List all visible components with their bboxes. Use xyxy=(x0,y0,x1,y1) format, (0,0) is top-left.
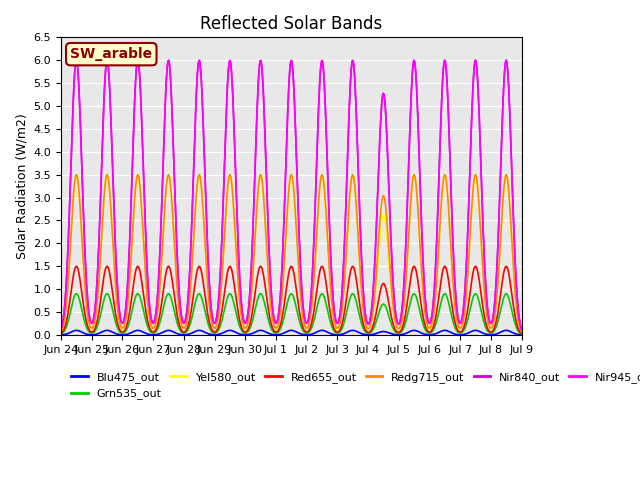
Redg715_out xyxy=(72,172,80,178)
Red655_out xyxy=(57,331,65,336)
Blu475_out xyxy=(348,328,355,334)
Redg715_out xyxy=(65,261,73,266)
Nir945_out xyxy=(57,326,65,332)
Line: Yel580_out: Yel580_out xyxy=(61,175,522,332)
Blu475_out xyxy=(65,330,73,336)
Title: Reflected Solar Bands: Reflected Solar Bands xyxy=(200,15,383,33)
Nir945_out xyxy=(348,68,355,73)
Redg715_out xyxy=(113,304,121,310)
Y-axis label: Solar Radiation (W/m2): Solar Radiation (W/m2) xyxy=(15,113,28,259)
Yel580_out xyxy=(160,214,168,220)
Yel580_out xyxy=(361,316,369,322)
Nir840_out xyxy=(185,289,193,295)
Red655_out xyxy=(361,325,369,331)
Redg715_out xyxy=(518,329,525,335)
Red655_out xyxy=(113,320,121,326)
Yel580_out xyxy=(72,172,80,178)
Nir840_out xyxy=(57,326,65,332)
Blu475_out xyxy=(113,331,121,337)
Grn535_out xyxy=(57,331,65,337)
Nir945_out xyxy=(113,284,121,289)
Grn535_out xyxy=(65,314,73,320)
Blu475_out xyxy=(518,332,525,338)
Blu475_out xyxy=(72,327,80,333)
Line: Red655_out: Red655_out xyxy=(61,266,522,334)
Grn535_out xyxy=(72,291,80,297)
Red655_out xyxy=(185,322,193,327)
Redg715_out xyxy=(57,329,65,335)
Grn535_out xyxy=(185,326,193,332)
Legend: Blu475_out, Grn535_out, Yel580_out, Red655_out, Redg715_out, Nir840_out, Nir945_: Blu475_out, Grn535_out, Yel580_out, Red6… xyxy=(67,368,640,404)
Red655_out xyxy=(72,264,80,269)
Red655_out xyxy=(348,266,355,272)
Grn535_out xyxy=(160,302,168,308)
Line: Blu475_out: Blu475_out xyxy=(61,330,522,335)
Line: Grn535_out: Grn535_out xyxy=(61,294,522,334)
Nir840_out xyxy=(72,57,80,63)
Grn535_out xyxy=(348,292,355,298)
Blu475_out xyxy=(185,331,193,337)
Nir840_out xyxy=(361,305,369,311)
Yel580_out xyxy=(65,261,73,266)
Blu475_out xyxy=(361,332,369,337)
Redg715_out xyxy=(361,316,369,322)
Grn535_out xyxy=(361,328,369,334)
Line: Redg715_out: Redg715_out xyxy=(61,175,522,332)
Nir840_out xyxy=(160,130,168,136)
Nir840_out xyxy=(348,68,355,73)
Nir840_out xyxy=(518,326,525,332)
Grn535_out xyxy=(113,325,121,331)
Red655_out xyxy=(65,301,73,307)
Yel580_out xyxy=(518,329,525,335)
Blu475_out xyxy=(160,329,168,335)
Nir945_out xyxy=(65,210,73,216)
Nir945_out xyxy=(160,130,168,136)
Grn535_out xyxy=(518,331,525,337)
Text: SW_arable: SW_arable xyxy=(70,47,152,61)
Redg715_out xyxy=(160,214,168,220)
Nir945_out xyxy=(72,57,80,63)
Red655_out xyxy=(160,282,168,288)
Nir840_out xyxy=(113,284,121,289)
Yel580_out xyxy=(113,304,121,310)
Nir840_out xyxy=(65,210,73,216)
Red655_out xyxy=(518,331,525,336)
Nir945_out xyxy=(361,305,369,311)
Yel580_out xyxy=(57,329,65,335)
Yel580_out xyxy=(185,307,193,313)
Yel580_out xyxy=(348,178,355,183)
Redg715_out xyxy=(185,307,193,313)
Redg715_out xyxy=(348,178,355,183)
Nir945_out xyxy=(185,289,193,295)
Line: Nir945_out: Nir945_out xyxy=(61,60,522,329)
Nir945_out xyxy=(518,326,525,332)
Blu475_out xyxy=(57,332,65,338)
Line: Nir840_out: Nir840_out xyxy=(61,60,522,329)
